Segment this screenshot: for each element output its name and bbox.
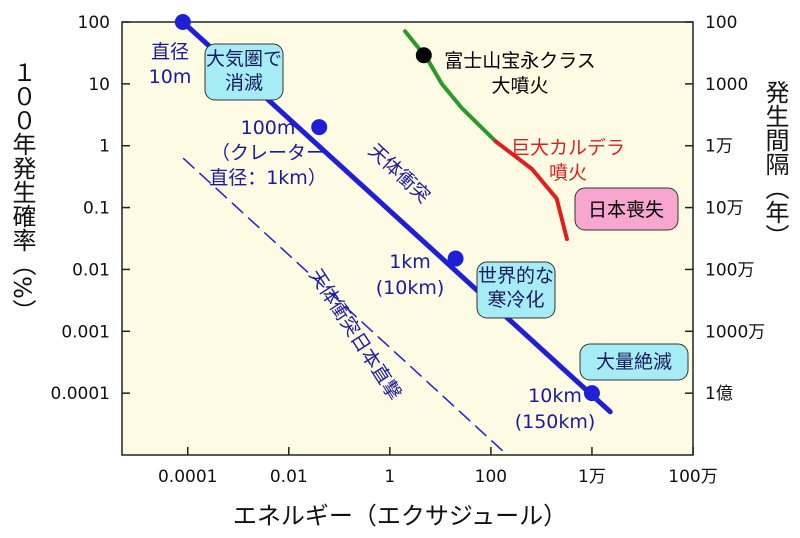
data-point — [583, 385, 600, 402]
annotation-text: 100m — [241, 117, 296, 139]
annotation-text: 10m — [149, 66, 192, 88]
y-tick-label: 0.001 — [61, 322, 110, 342]
x-tick-label: 0.0001 — [158, 467, 217, 487]
annotation-text: 1km — [389, 251, 431, 273]
y-tick-label: 0.01 — [72, 260, 110, 280]
annotation: 日本喪失 — [588, 199, 664, 221]
series-line — [493, 139, 569, 242]
annotation-text: 富士山宝永クラス — [444, 50, 596, 72]
annotation: 直径 10m — [149, 41, 192, 88]
y-tick-label: 0.0001 — [51, 384, 110, 404]
annotation-text: 世界的な — [478, 265, 554, 287]
annotation-text: 大噴火 — [491, 75, 548, 97]
annotation-text: 消滅 — [225, 72, 263, 94]
x-tick-label: 1 — [384, 467, 395, 487]
annotation-text: 日本喪失 — [588, 199, 664, 221]
annotation-text: （クレーター — [211, 142, 325, 164]
y2-tick-label: 10万 — [705, 199, 744, 219]
annotation-box — [579, 343, 689, 381]
y2-tick-label: 1億 — [705, 384, 733, 404]
annotation: 10km (150km) — [515, 385, 596, 433]
annotation-text: (150km) — [515, 411, 596, 433]
x-tick-label: 100万 — [668, 467, 717, 487]
annotation-text: (10km) — [376, 277, 445, 299]
y2-tick-label: 100 — [705, 13, 737, 33]
annotation-text: 大量絶滅 — [596, 351, 672, 373]
annotation-text: 10km — [528, 385, 582, 407]
x-tick-label: 100 — [475, 467, 507, 487]
x-tick-label: 1万 — [578, 467, 606, 487]
y-tick-label: 1 — [99, 137, 110, 157]
data-point — [447, 250, 464, 267]
annotation: 大量絶滅 — [596, 351, 672, 373]
y2-tick-label: 1万 — [705, 137, 733, 157]
series-line — [182, 157, 508, 456]
y2-axis-label: 発生間隔（年） — [761, 80, 789, 248]
annotation-text: 噴火 — [549, 162, 587, 184]
y2-tick-label: 1000 — [705, 75, 748, 95]
annotation-text: 巨大カルデラ — [511, 137, 625, 159]
y2-tick-label: 1000万 — [705, 322, 765, 342]
data-point — [311, 119, 328, 136]
data-point — [415, 47, 432, 64]
annotation-box — [476, 261, 556, 319]
annotation-text: 大気圏で — [206, 48, 282, 70]
x-axis-label: エネルギー（エクサジュール） — [233, 502, 567, 530]
annotation-text: 寒冷化 — [487, 289, 544, 311]
y-axis-label: １００年発生確率（%） — [8, 60, 36, 323]
data-point — [174, 14, 191, 30]
y2-tick-label: 100万 — [705, 260, 754, 280]
x-tick-label: 0.01 — [270, 467, 308, 487]
annotation-text: 直径：1km） — [209, 167, 327, 189]
y-tick-label: 0.1 — [83, 199, 110, 219]
annotation-box — [204, 43, 284, 101]
annotation: 1km (10km) — [376, 251, 445, 299]
y-tick-label: 10 — [88, 75, 110, 95]
y-tick-label: 100 — [78, 13, 110, 33]
annotation-box — [574, 187, 679, 231]
annotation-text: 直径 — [151, 41, 189, 63]
